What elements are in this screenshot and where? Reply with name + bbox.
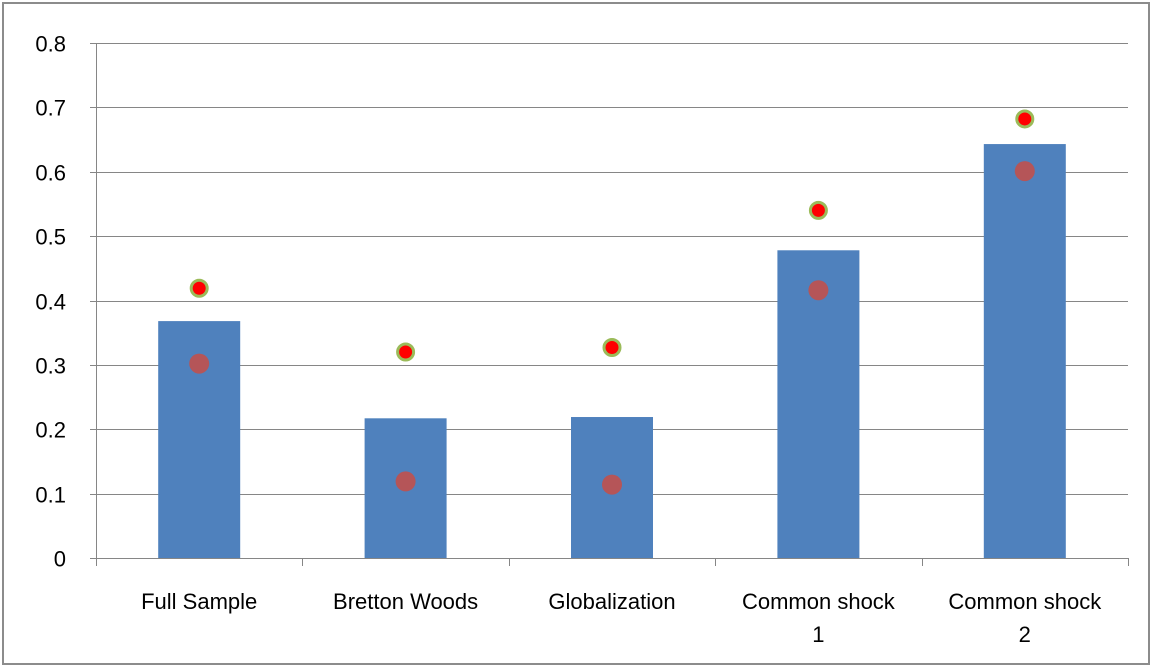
y-tick-label: 0.8 xyxy=(35,32,66,57)
upper-marker xyxy=(808,200,828,220)
labels: 0 0.1 0.2 0.3 0.4 0.5 0.6 0.7 0.8 Full Sample Bret… xyxy=(35,32,1102,648)
x-category-label: Common shock xyxy=(948,589,1102,614)
y-tick-label: 0.4 xyxy=(35,290,66,315)
markers xyxy=(189,109,1035,495)
bar xyxy=(983,144,1066,558)
y-tick-label: 0 xyxy=(54,547,66,572)
x-category-label: 1 xyxy=(812,622,824,647)
x-category-label: Common shock xyxy=(742,589,896,614)
y-tick-label: 0.2 xyxy=(35,418,66,443)
bar xyxy=(777,250,860,558)
lower-marker xyxy=(1014,161,1035,182)
upper-marker xyxy=(1015,109,1035,129)
upper-marker xyxy=(396,342,416,362)
upper-marker xyxy=(602,337,622,357)
y-tick-label: 0.7 xyxy=(35,96,66,121)
y-tick-label: 0.1 xyxy=(35,483,66,508)
x-category-label: Bretton Woods xyxy=(333,589,478,614)
x-category-label: Globalization xyxy=(548,589,675,614)
lower-marker xyxy=(602,474,622,495)
y-tick-label: 0.3 xyxy=(35,354,66,379)
x-category-label: Full Sample xyxy=(141,589,257,614)
lower-marker xyxy=(395,471,416,492)
lower-marker xyxy=(808,280,829,301)
axes xyxy=(90,43,1129,566)
gridlines xyxy=(96,43,1128,495)
y-tick-label: 0.6 xyxy=(35,161,66,186)
y-tick-label: 0.5 xyxy=(35,225,66,250)
lower-marker xyxy=(189,353,210,374)
upper-marker xyxy=(189,278,209,298)
x-category-label: 2 xyxy=(1019,622,1031,647)
